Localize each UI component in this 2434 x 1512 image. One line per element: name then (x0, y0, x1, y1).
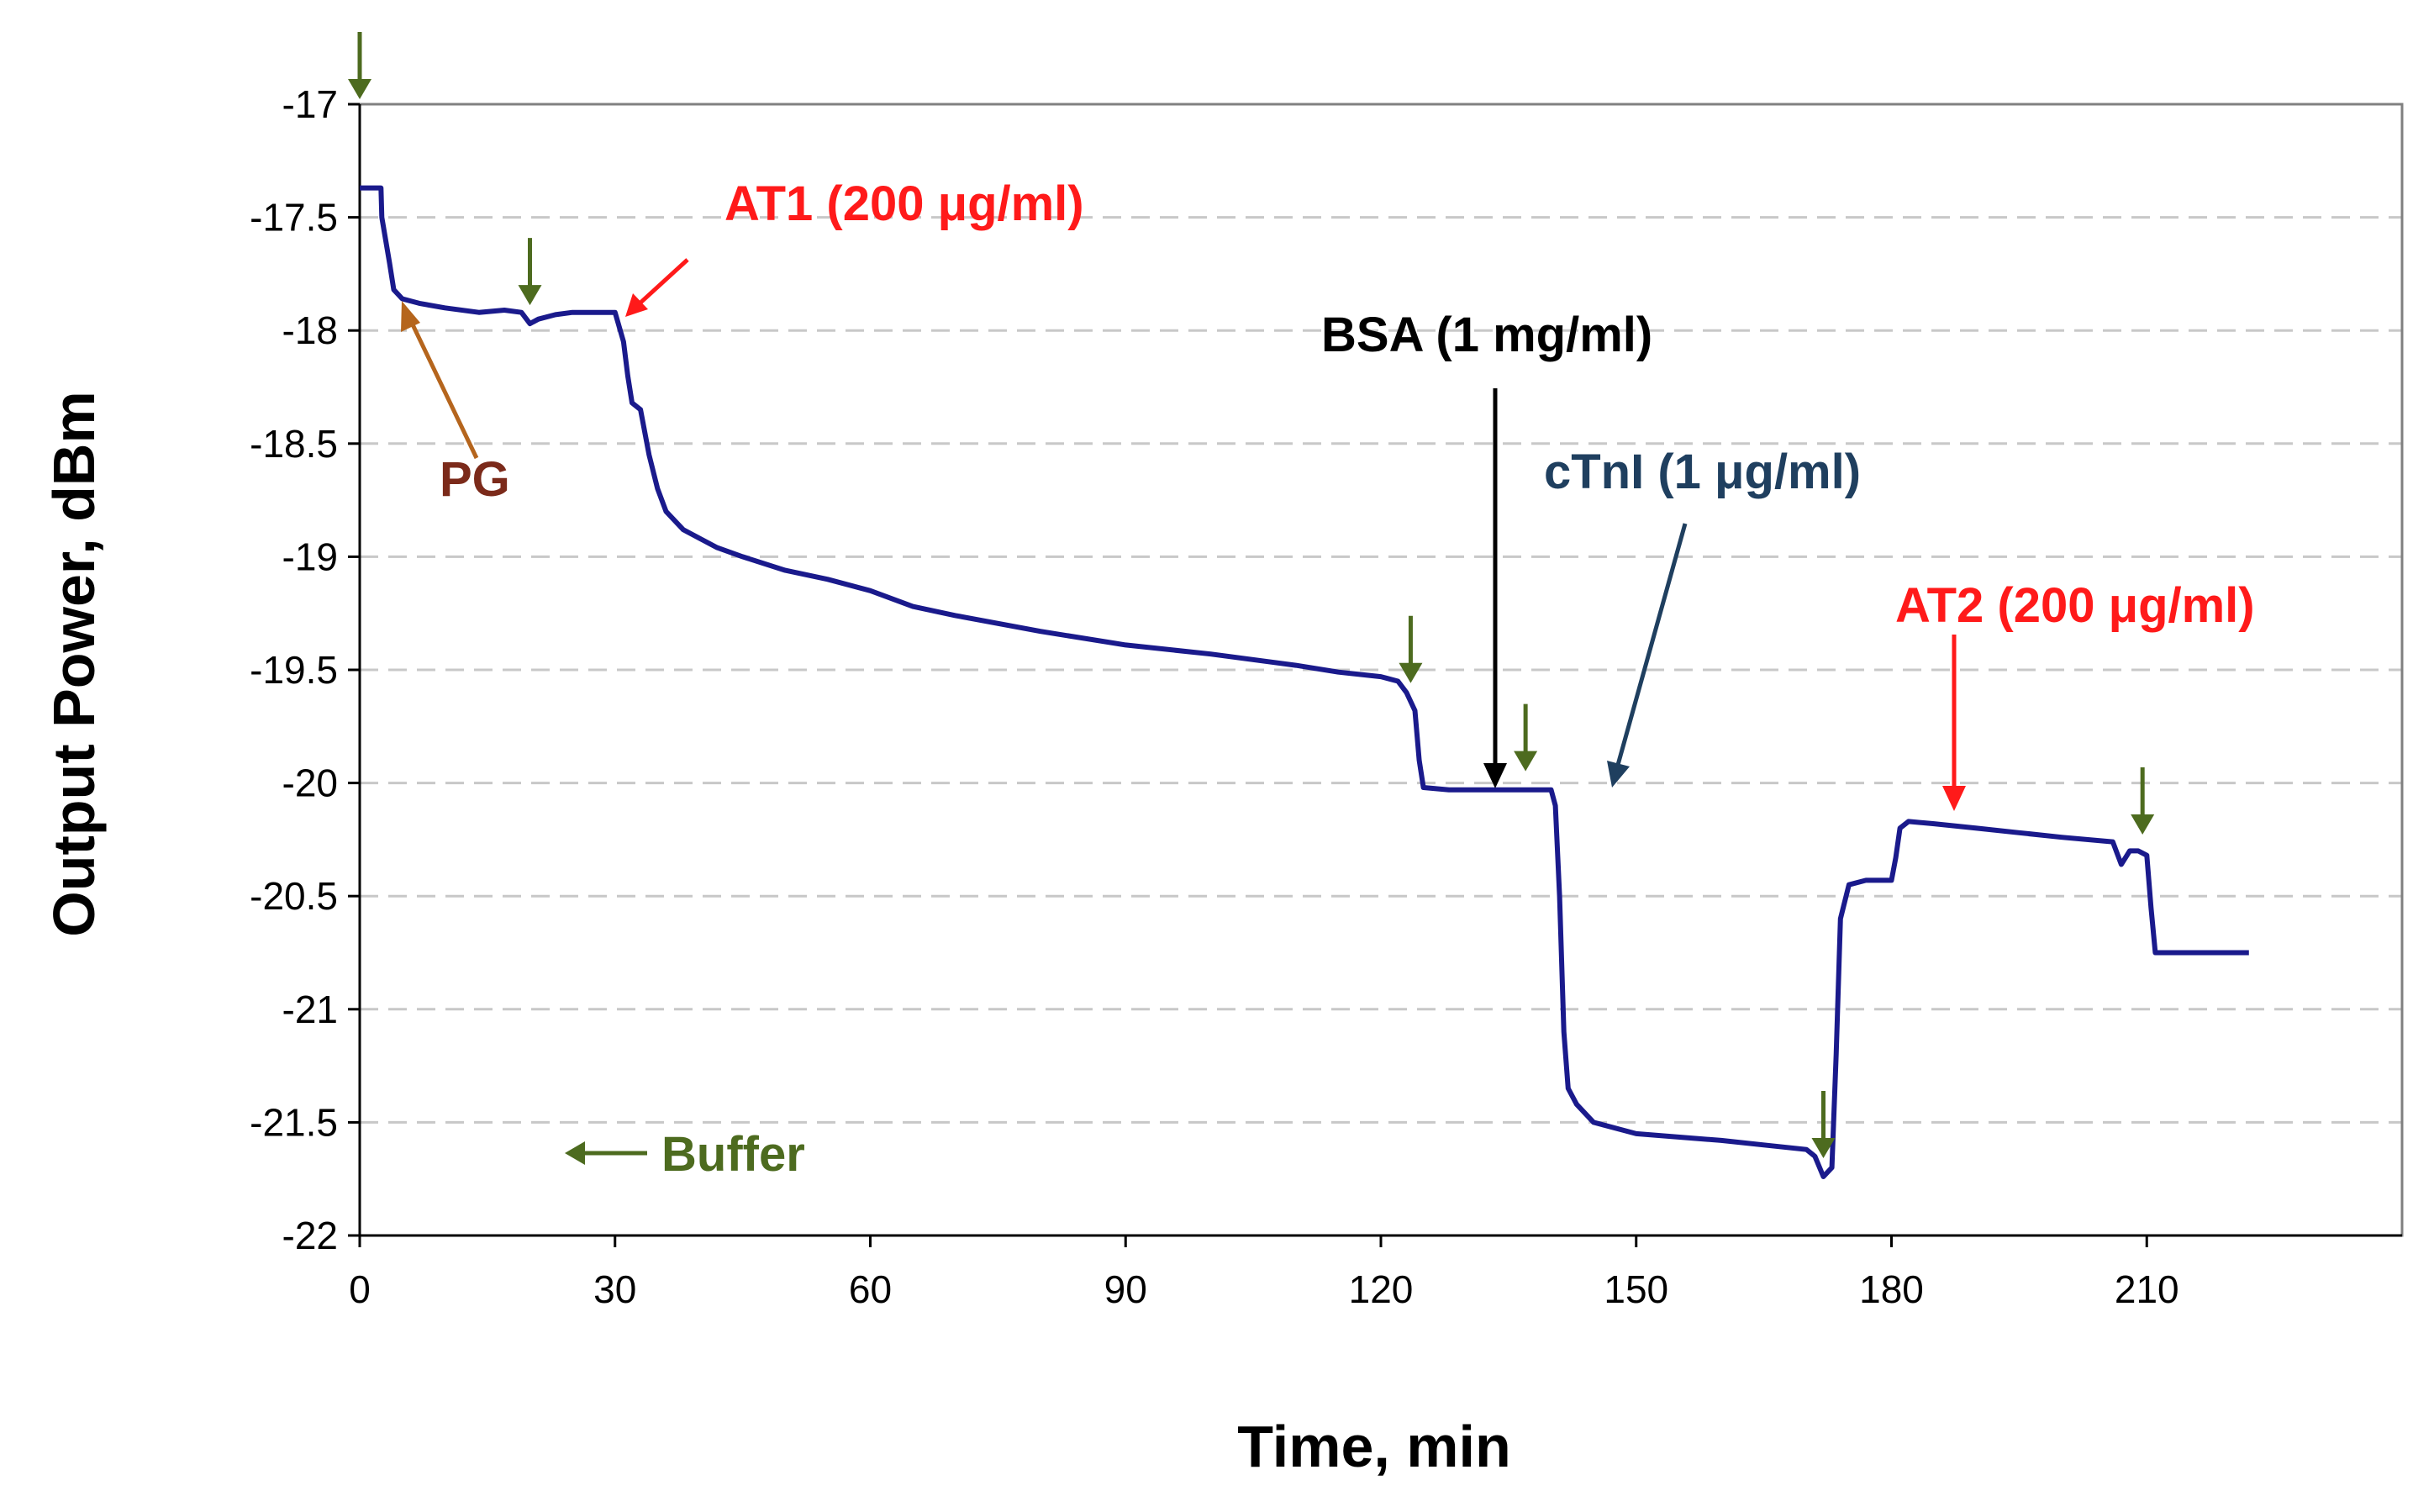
y-tick-label: -17 (282, 82, 338, 126)
buffer-arrow-icon (518, 238, 542, 306)
y-tick-label: -19.5 (250, 648, 338, 692)
y-axis-title: Output Power, dBm (41, 391, 107, 936)
at2-annotation: AT2 (200 μg/ml) (1895, 578, 2255, 811)
buffer-arrow-icon (1399, 615, 1423, 683)
plot-area-frame (358, 103, 2404, 1237)
y-tick-label: -18 (282, 308, 338, 352)
at1-label: AT1 (200 μg/ml) (724, 176, 1084, 231)
x-tick-label: 180 (1859, 1267, 1924, 1311)
x-tick-label: 60 (849, 1267, 892, 1311)
y-axis-ticks: -17 -17.5 -18 -18.5 -19 -19.5 -20 -20.5 -21 -21.5… (250, 82, 360, 1257)
pg-annotation: PG (401, 301, 510, 507)
x-tick-label: 210 (2115, 1267, 2179, 1311)
buffer-markers (348, 32, 2155, 1159)
at2-label: AT2 (200 μg/ml) (1895, 578, 2255, 633)
bsa-annotation: BSA (1 mg/ml) (1321, 308, 1652, 788)
y-tick-label: -21.5 (250, 1100, 338, 1144)
x-axis-ticks: 0 30 60 90 120 150 180 210 (349, 1235, 2179, 1311)
x-tick-label: 90 (1104, 1267, 1147, 1311)
y-tick-label: -20 (282, 761, 338, 805)
buffer-legend: Buffer (565, 1127, 805, 1182)
y-tick-label: -18.5 (250, 422, 338, 466)
buffer-arrow-icon (348, 32, 371, 99)
y-tick-label: -20.5 (250, 874, 338, 918)
buffer-arrow-icon (1514, 703, 1538, 772)
bsa-label: BSA (1 mg/ml) (1321, 308, 1652, 362)
x-tick-label: 120 (1349, 1267, 1414, 1311)
x-tick-label: 0 (349, 1267, 371, 1311)
y-tick-label: -21 (282, 988, 338, 1031)
at1-annotation: AT1 (200 μg/ml) (625, 176, 1084, 317)
ctni-label: cTnI (1 μg/ml) (1544, 445, 1861, 499)
y-tick-label: -19 (282, 535, 338, 578)
buffer-arrow-icon (2131, 767, 2155, 835)
buffer-arrow-icon (1811, 1091, 1836, 1159)
y-tick-label: -22 (282, 1214, 338, 1257)
x-axis-title: Time, min (1237, 1414, 1510, 1479)
series-line-output-power (360, 185, 2249, 1179)
x-tick-label: 30 (593, 1267, 636, 1311)
x-tick-label: 150 (1604, 1267, 1668, 1311)
pg-label: PG (440, 452, 510, 507)
y-tick-label: -17.5 (250, 196, 338, 240)
buffer-legend-label: Buffer (661, 1127, 805, 1182)
ctni-annotation: cTnI (1 μg/ml) (1544, 445, 1861, 788)
